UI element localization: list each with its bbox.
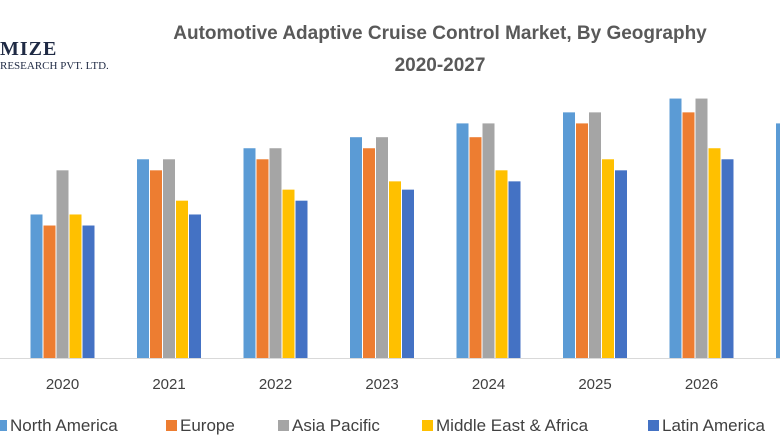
legend-label: Europe [180,416,235,435]
bar-north-america-2023 [350,137,362,358]
legend-label: North America [10,416,118,435]
legend-swatch [648,420,659,431]
bar-europe-2025 [576,123,588,359]
bar-middle-east-africa-2020 [69,214,82,358]
logo-wordmark: MIZE [0,38,58,60]
bar-latin-america-2025 [615,170,627,358]
bar-north-america-2020 [30,214,43,358]
x-tick-label: 2021 [152,376,185,393]
bar-north-america-2021 [137,159,149,358]
bar-north-america-2026 [669,98,682,358]
bar-north-america-2025 [563,112,575,358]
bar-asia-pacific-2022 [269,148,282,358]
bar-europe-2021 [150,170,162,358]
legend-swatch [278,420,289,431]
bar-asia-pacific-2024 [482,123,495,359]
legend-label: Asia Pacific [292,416,380,435]
x-tick-label: 2025 [578,376,611,393]
bar-middle-east-africa-2023 [389,181,401,358]
bar-europe-2022 [256,159,269,358]
bar-north-america-2024 [456,123,469,359]
chart-title: Automotive Adaptive Cruise Control Marke… [120,18,760,82]
bar-asia-pacific-2020 [56,170,69,358]
bar-asia-pacific-2023 [376,137,388,358]
x-tick-label: 2026 [685,376,718,393]
legend-swatch [0,420,7,431]
chart-title-line1: Automotive Adaptive Cruise Control Marke… [173,23,707,44]
bar-latin-america-2022 [295,200,308,358]
bar-asia-pacific-2021 [163,159,175,358]
legend-label: Latin America [662,416,765,435]
bar-north-america-2022 [243,148,256,358]
bar-latin-america-2024 [508,181,521,358]
x-tick-label: 2024 [472,376,505,393]
bar-europe-2024 [469,137,482,358]
bar-latin-america-2026 [721,159,734,358]
bar-europe-2023 [363,148,375,358]
x-tick-label: 2023 [365,376,398,393]
legend-label: Middle East & Africa [436,416,589,435]
bar-asia-pacific-2026 [695,98,708,358]
bar-middle-east-africa-2025 [602,159,614,358]
company-logo: MIZE RESEARCH PVT. LTD. [0,38,110,78]
bar-latin-america-2021 [189,214,201,358]
bar-europe-2020 [43,225,56,358]
x-tick-label: 2020 [46,376,79,393]
bar-latin-america-2023 [402,189,414,358]
legend-swatch [422,420,433,431]
bar-latin-america-2020 [82,225,95,358]
bar-middle-east-africa-2026 [708,148,721,358]
x-tick-label: 2022 [259,376,292,393]
logo-tagline: RESEARCH PVT. LTD. [0,60,109,72]
bar-middle-east-africa-2024 [495,170,508,358]
bar-chart: 201920202021202220232024202520262027 [0,98,780,393]
bar-north-america-2027 [776,123,780,359]
bar-asia-pacific-2025 [589,112,601,358]
bar-middle-east-africa-2021 [176,200,188,358]
bar-middle-east-africa-2022 [282,189,295,358]
chart-legend: North America Europe Asia Pacific Middle Ea… [0,414,780,438]
bar-europe-2026 [682,112,695,358]
chart-title-line2: 2020-2027 [394,55,486,76]
legend-swatch [166,420,177,431]
